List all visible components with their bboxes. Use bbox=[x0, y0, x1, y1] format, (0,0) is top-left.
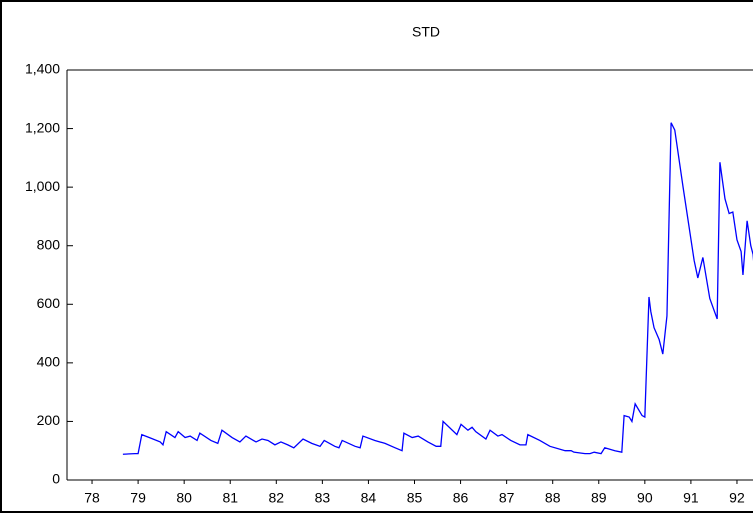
x-tick-label: 91 bbox=[683, 490, 699, 506]
x-tick-label: 92 bbox=[729, 490, 745, 506]
y-tick-label: 1,400 bbox=[25, 61, 60, 77]
x-tick-label: 84 bbox=[361, 490, 377, 506]
x-tick-label: 82 bbox=[269, 490, 285, 506]
x-tick-label: 85 bbox=[407, 490, 423, 506]
y-tick-label: 0 bbox=[52, 471, 60, 487]
x-tick-label: 83 bbox=[315, 490, 331, 506]
y-tick-label: 800 bbox=[37, 236, 61, 252]
y-tick-label: 200 bbox=[37, 412, 61, 428]
y-tick-label: 1,000 bbox=[25, 178, 60, 194]
y-tick-label: 1,200 bbox=[25, 119, 60, 135]
chart-title: STD bbox=[412, 24, 440, 40]
x-tick-label: 78 bbox=[84, 490, 100, 506]
x-tick-label: 88 bbox=[545, 490, 561, 506]
y-tick-label: 400 bbox=[37, 354, 61, 370]
x-tick-label: 80 bbox=[176, 490, 192, 506]
x-tick-label: 86 bbox=[453, 490, 469, 506]
y-tick-label: 600 bbox=[37, 295, 61, 311]
x-tick-label: 79 bbox=[130, 490, 146, 506]
x-tick-label: 90 bbox=[637, 490, 653, 506]
x-tick-label: 89 bbox=[591, 490, 607, 506]
x-tick-label: 87 bbox=[499, 490, 515, 506]
series-line bbox=[122, 122, 753, 455]
x-tick-label: 81 bbox=[222, 490, 238, 506]
